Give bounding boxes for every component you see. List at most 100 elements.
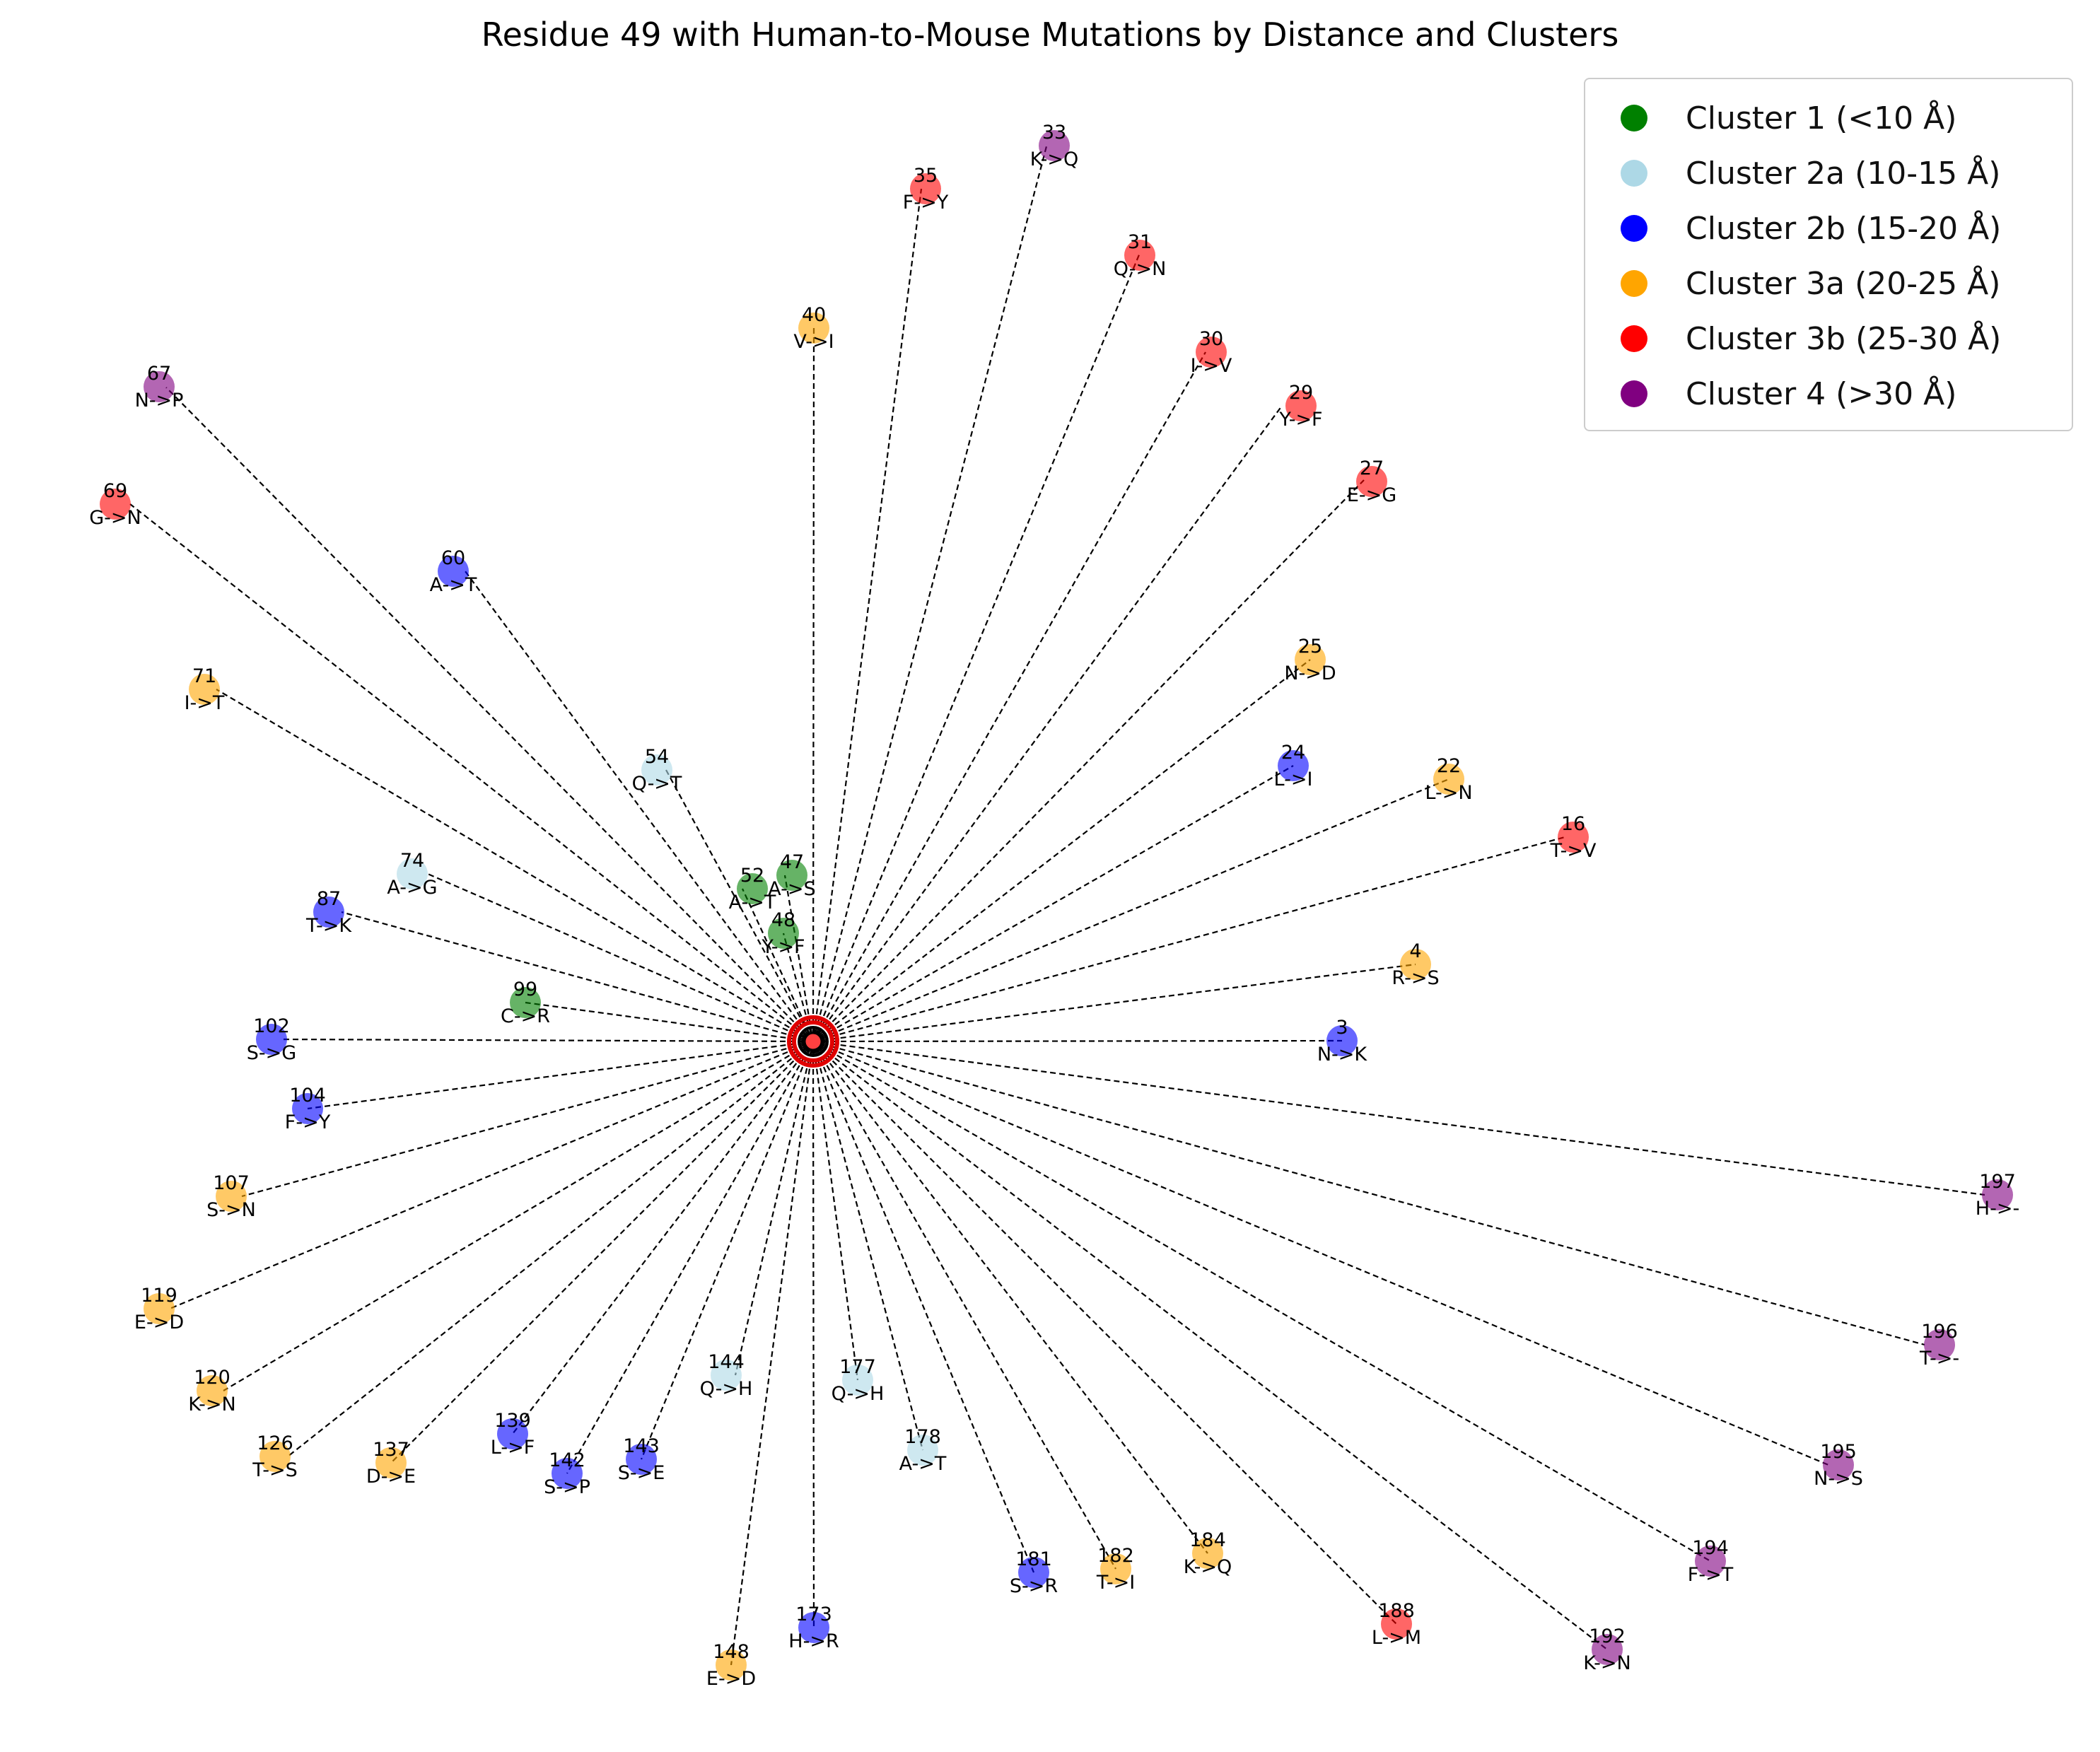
node-mutation-label: N->K <box>1317 1044 1368 1065</box>
edge-line <box>640 1041 815 1460</box>
node-marker <box>1196 337 1227 368</box>
node-marker <box>798 313 829 344</box>
node-mutation-label: K->N <box>188 1394 235 1415</box>
mutation-node: 60 A->T <box>430 547 477 596</box>
node-marker <box>189 674 220 705</box>
edge-line <box>742 888 814 1042</box>
node-mutation-label: A->G <box>387 877 437 899</box>
legend-swatch <box>1621 380 1647 407</box>
node-marker <box>1018 1557 1049 1588</box>
node-residue-label: 4 <box>1409 940 1421 962</box>
mutation-node: 181 S->R <box>1010 1548 1058 1597</box>
node-marker <box>1285 390 1317 421</box>
mutation-node: 25 N->D <box>1284 636 1336 684</box>
mutation-node: 52 A->T <box>729 865 776 913</box>
node-marker <box>1326 1025 1358 1056</box>
node-marker <box>497 1418 528 1449</box>
node-residue-label: 52 <box>740 865 764 887</box>
node-mutation-label: T->I <box>1096 1572 1135 1594</box>
node-residue-label: 27 <box>1360 457 1384 479</box>
legend-entry: Cluster 2a (10-15 Å) <box>1585 146 2072 201</box>
edge-line <box>812 1040 1925 1346</box>
edge-line <box>525 1001 814 1043</box>
mutation-node: 29 Y->F <box>1278 382 1322 431</box>
mutation-node: 192 K->N <box>1583 1625 1631 1674</box>
mutation-node: 3 N->K <box>1317 1017 1368 1065</box>
mutation-node: 137 D->E <box>366 1439 416 1488</box>
node-mutation-label: V->I <box>793 331 834 353</box>
edge-line <box>241 1040 814 1198</box>
node-residue-label: 119 <box>141 1285 177 1307</box>
node-marker <box>1982 1179 2013 1210</box>
node-residue-label: 87 <box>317 888 341 910</box>
edge-line <box>812 252 1141 1042</box>
node-marker <box>1823 1449 1854 1481</box>
node-marker <box>1558 822 1589 853</box>
node-mutation-label: A->T <box>430 574 477 596</box>
mutation-node: 102 S->G <box>247 1015 296 1064</box>
node-marker <box>1100 1553 1131 1584</box>
node-marker <box>842 1365 873 1396</box>
node-mutation-label: K->Q <box>1030 148 1079 170</box>
legend-swatch <box>1621 215 1647 242</box>
mutation-node: 69 G->N <box>89 480 141 529</box>
node-residue-label: 148 <box>713 1641 749 1663</box>
mutation-node: 48 Y->F <box>761 909 805 958</box>
edge-line <box>812 1041 815 1628</box>
node-mutation-label: I->T <box>185 692 225 714</box>
edge-line <box>566 1041 814 1474</box>
mutation-node: 74 A->G <box>387 850 437 899</box>
node-layer: 33 K->Q 35 F->Y 31 Q->N 40 V->I 30 I->V 29 Y->F 67 N-… <box>89 122 2019 1690</box>
node-residue-label: 194 <box>1692 1537 1729 1559</box>
node-mutation-label: G->N <box>89 507 141 529</box>
mutation-node: 142 S->P <box>544 1449 590 1498</box>
node-residue-label: 173 <box>795 1604 832 1625</box>
mutation-node: 177 Q->H <box>832 1356 885 1405</box>
figure-title: Residue 49 with Human-to-Mouse Mutations… <box>481 16 1619 54</box>
node-marker <box>397 858 428 889</box>
edge-line <box>812 1041 1608 1650</box>
center-node-core <box>803 1032 823 1051</box>
mutation-node: 188 L->M <box>1372 1600 1421 1649</box>
node-mutation-label: F->Y <box>285 1111 331 1133</box>
edge-line <box>307 1040 814 1110</box>
legend-swatch <box>1621 160 1647 187</box>
node-residue-label: 67 <box>147 363 171 385</box>
edge-line <box>812 1040 1829 1466</box>
mutation-node: 104 F->Y <box>285 1085 331 1133</box>
edge-line <box>427 872 814 1043</box>
node-residue-label: 143 <box>623 1435 660 1457</box>
node-mutation-label: A->T <box>899 1453 947 1475</box>
node-mutation-label: Q->H <box>700 1378 753 1400</box>
edge-layer <box>129 146 1985 1666</box>
node-mutation-label: N->S <box>1814 1468 1863 1490</box>
node-residue-label: 104 <box>289 1085 326 1106</box>
node-residue-label: 22 <box>1437 755 1461 777</box>
node-mutation-label: E->D <box>706 1668 756 1690</box>
node-residue-label: 60 <box>441 547 465 569</box>
node-marker <box>1356 466 1387 497</box>
mutation-node: 119 E->D <box>134 1285 184 1333</box>
mutation-node: 24 L->I <box>1274 742 1313 790</box>
node-residue-label: 16 <box>1561 813 1585 835</box>
mutation-node: 178 A->T <box>899 1426 947 1475</box>
node-residue-label: 181 <box>1015 1548 1052 1570</box>
mutation-node: 99 C->R <box>501 979 550 1027</box>
edge-line <box>812 1041 924 1451</box>
node-marker <box>907 1435 938 1466</box>
edge-line <box>665 769 814 1042</box>
node-residue-label: 54 <box>645 746 669 768</box>
node-marker <box>1592 1634 1623 1665</box>
node-marker <box>375 1447 407 1478</box>
edge-line <box>465 571 814 1042</box>
node-residue-label: 188 <box>1378 1600 1415 1622</box>
node-mutation-label: T->K <box>305 915 352 937</box>
node-residue-label: 177 <box>839 1356 876 1378</box>
node-residue-label: 35 <box>914 165 938 187</box>
node-residue-label: 71 <box>192 665 216 687</box>
node-mutation-label: N->P <box>135 390 184 411</box>
node-residue-label: 69 <box>103 480 127 502</box>
node-residue-label: 31 <box>1128 231 1152 253</box>
node-residue-label: 137 <box>373 1439 409 1461</box>
node-residue-label: 192 <box>1589 1625 1626 1647</box>
